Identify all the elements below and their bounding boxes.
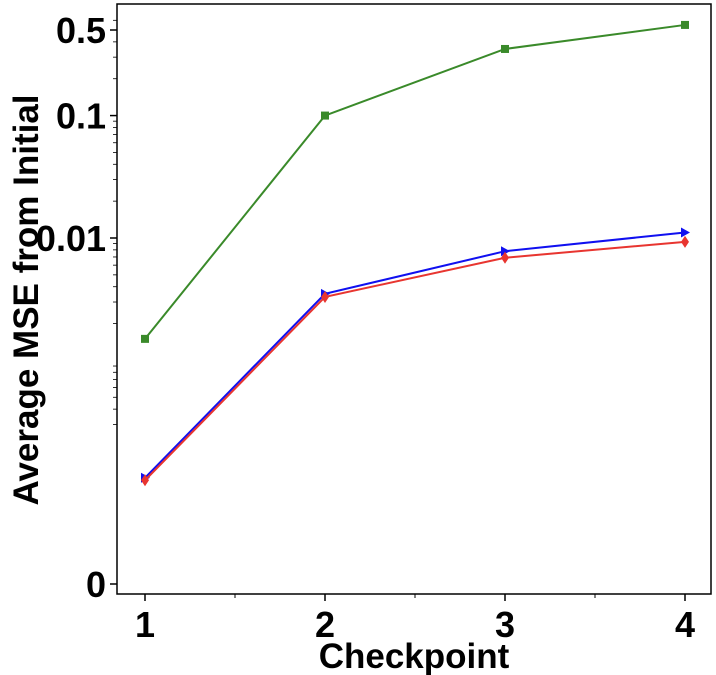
y-tick-label: 0.01 [36, 218, 106, 259]
data-point-triangle [501, 246, 510, 257]
y-axis: 0 0.01 0.1 0.5 [36, 10, 117, 605]
y-tick-label: 0.1 [56, 96, 106, 137]
series-line [144, 231, 686, 479]
data-point-square [321, 111, 329, 120]
y-axis-label: Average MSE from Initial [7, 94, 46, 505]
data-point-square [501, 44, 509, 53]
y-tick-label: 0.5 [56, 10, 106, 51]
x-axis: 1 2 3 4 [135, 594, 695, 645]
data-point-triangle [681, 227, 690, 238]
plot-area-frame [116, 3, 712, 595]
y-tick-label: 0 [86, 564, 106, 605]
x-tick-label: 1 [135, 604, 155, 645]
data-point-diamond [501, 251, 509, 264]
data-point-diamond [321, 290, 329, 303]
data-point-diamond [681, 235, 689, 248]
data-point-diamond [141, 474, 149, 487]
series-layer [141, 20, 690, 487]
data-point-square [681, 20, 689, 29]
x-tick-label: 4 [675, 604, 695, 645]
minor-ticks [113, 19, 117, 425]
data-point-square [141, 334, 149, 343]
series-line [144, 23, 686, 340]
x-tick-label: 3 [495, 604, 515, 645]
x-axis-label: Checkpoint [319, 637, 510, 675]
x-tick-label: 2 [315, 604, 335, 645]
series-line [144, 240, 686, 481]
